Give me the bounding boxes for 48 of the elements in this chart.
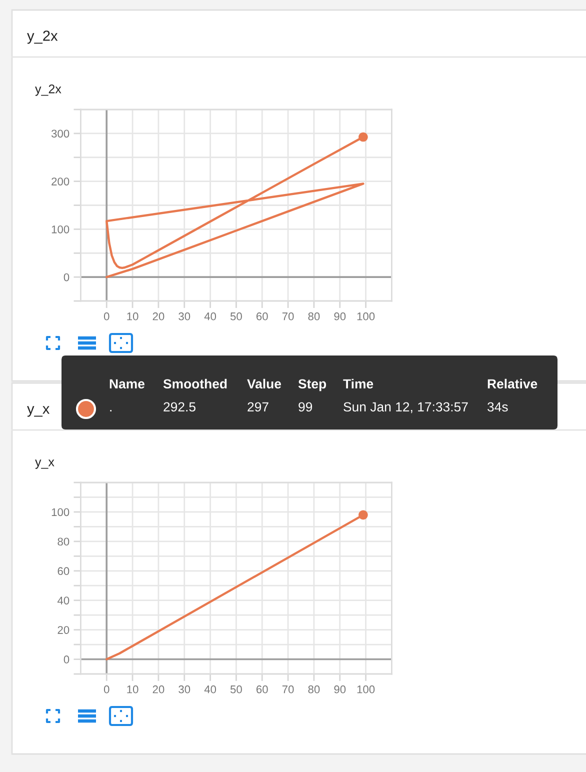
text: Step [298,379,326,392]
x-tick-label: 30 [178,685,190,694]
x-tick-label: 0 [104,685,110,694]
x-tick-label: 90 [334,685,346,694]
text: Time [343,378,374,389]
x-tick-label: 40 [204,312,216,320]
x-tick-label: 30 [178,312,190,320]
x-tick-label: 70 [282,685,294,694]
x-tick-label: 100 [357,312,375,320]
y-tick-label: 0 [64,656,70,664]
y-tick-label: 300 [51,130,70,138]
x-tick-label: 20 [152,312,164,320]
x-tick-label: 70 [282,312,294,320]
text: 292.5 [164,402,196,412]
chart-subtitle: y_2x [35,84,62,96]
x-tick-label: 80 [308,685,320,694]
text: 99 [298,402,312,412]
y-tick-label: 100 [52,225,70,234]
x-tick-label: 60 [256,312,268,320]
chart-subtitle: y_x [35,460,54,469]
x-tick-label: 40 [204,685,216,694]
x-tick-label: 80 [308,312,320,320]
y-tick-label: 40 [57,596,70,604]
y-tick-label: 60 [58,567,70,576]
text: . [110,410,112,412]
x-tick-label: 0 [104,312,110,320]
text: 297 [248,402,268,412]
y-tick-label: 80 [58,538,70,546]
x-tick-label: 10 [127,312,138,320]
x-tick-label: 50 [230,685,242,694]
text: Value [247,378,282,389]
text: Sun Jan 12, 17:33:57 [344,402,468,414]
x-tick-label: 90 [334,312,346,320]
y-tick-label: 200 [52,178,70,186]
y-tick-label: 100 [52,508,70,516]
text: Smoothed [163,378,227,389]
y-tick-label: 20 [58,626,70,634]
text: Relative [488,378,538,389]
x-tick-label: 50 [230,312,242,320]
chart-title: y_x [27,406,50,417]
x-tick-label: 60 [256,685,268,694]
x-tick-label: 100 [357,685,375,694]
x-tick-label: 10 [127,685,138,694]
text: Name [110,379,144,389]
text: 34s [488,402,508,412]
x-tick-label: 20 [152,685,164,694]
y-tick-label: 0 [64,273,70,282]
chart-title: y_2x [27,30,58,44]
